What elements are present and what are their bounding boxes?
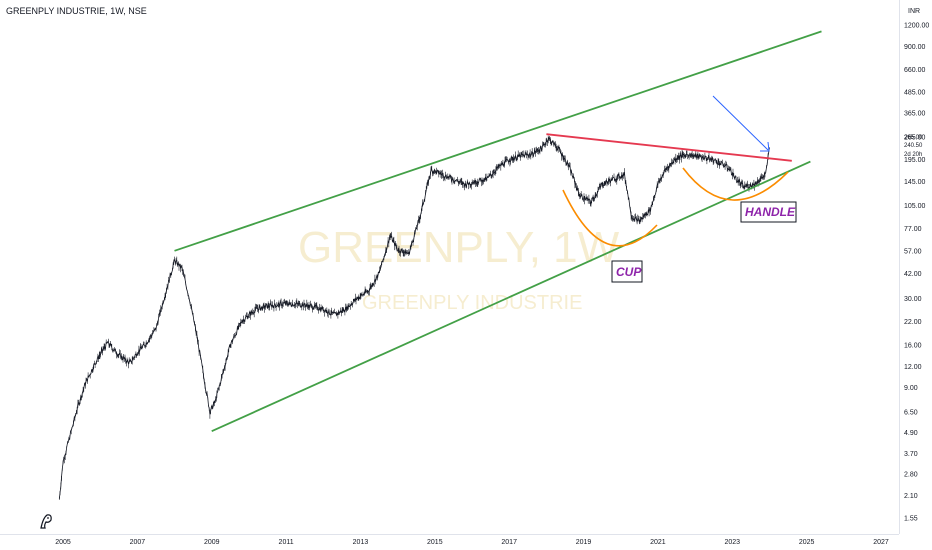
y-tick-label: 42.00 — [904, 271, 922, 278]
price-series-line — [58, 137, 770, 500]
handle-label-text: HANDLE — [745, 205, 796, 219]
y-tick-label: 57.00 — [904, 248, 922, 255]
price-axis[interactable]: 1200.00 900.00 660.00 485.00 365.00 265.00 195… — [904, 23, 929, 523]
x-tick-label: 2005 — [55, 539, 71, 546]
x-tick-label: 2017 — [501, 539, 517, 546]
y-tick-label: 16.00 — [904, 342, 922, 349]
x-tick-label: 2015 — [427, 539, 443, 546]
x-tick-label: 2007 — [130, 539, 146, 546]
cup-label-text: CUP — [616, 265, 642, 279]
lower-channel-line[interactable] — [211, 160, 811, 433]
y-tick-label: 3.70 — [904, 451, 918, 458]
x-tick-label: 2027 — [873, 539, 889, 546]
y-tick-label: 195.00 — [904, 157, 926, 164]
x-tick-label: 2019 — [576, 539, 592, 546]
resistance-line[interactable] — [546, 133, 792, 162]
y-tick-label: 105.00 — [904, 203, 926, 210]
y-tick-label: 22.00 — [904, 319, 922, 326]
x-tick-label: 2009 — [204, 539, 220, 546]
x-tick-label: 2021 — [650, 539, 666, 546]
y-tick-label: 1200.00 — [904, 23, 929, 30]
y-tick-label: 4.90 — [904, 430, 918, 437]
countdown-label: 2d 20h — [904, 152, 922, 158]
x-tick-label: 2025 — [799, 539, 815, 546]
y-tick-label: 2.80 — [904, 472, 918, 479]
watermark-symbol: GREENPLY, 1W — [298, 223, 620, 272]
cup-label[interactable]: CUP — [611, 260, 643, 283]
handle-curve[interactable] — [682, 167, 789, 201]
y-tick-label: 2.10 — [904, 493, 918, 500]
cup-curve[interactable] — [562, 189, 658, 247]
y-tick-label: 77.00 — [904, 226, 922, 233]
last-price-label: 240.50 — [904, 143, 923, 149]
y-tick-label: 12.00 — [904, 364, 922, 371]
currency-label: INR — [908, 8, 920, 15]
blue-arrow[interactable] — [712, 95, 770, 152]
trendlines[interactable] — [174, 30, 822, 433]
upper-channel-line[interactable] — [174, 30, 822, 252]
y-tick-label: 660.00 — [904, 67, 926, 74]
watermark-name: GREENPLY INDUSTRIE — [362, 292, 582, 314]
handle-label[interactable]: HANDLE — [740, 201, 797, 223]
tradingview-logo-icon[interactable] — [40, 514, 52, 529]
y-tick-label: 30.00 — [904, 296, 922, 303]
x-tick-label: 2023 — [724, 539, 740, 546]
y-tick-label: 9.00 — [904, 385, 918, 392]
x-tick-label: 2013 — [353, 539, 369, 546]
x-tick-label: 2011 — [279, 539, 294, 546]
chart-title: GREENPLY INDUSTRIE, 1W, NSE — [6, 6, 147, 16]
y-tick-label: 6.50 — [904, 409, 918, 416]
y-tick-label: 145.00 — [904, 179, 926, 186]
other-price-label: 265.00 — [904, 135, 923, 141]
y-tick-label: 365.00 — [904, 111, 926, 118]
y-tick-label: 485.00 — [904, 90, 926, 97]
time-axis[interactable]: 2005 2007 2009 2011 2013 2015 2017 2019 2021 2023… — [55, 539, 889, 546]
price-candles — [58, 135, 770, 500]
y-tick-label: 265.00 — [904, 134, 926, 141]
y-tick-label: 900.00 — [904, 44, 926, 51]
y-tick-label: 1.55 — [904, 516, 918, 523]
